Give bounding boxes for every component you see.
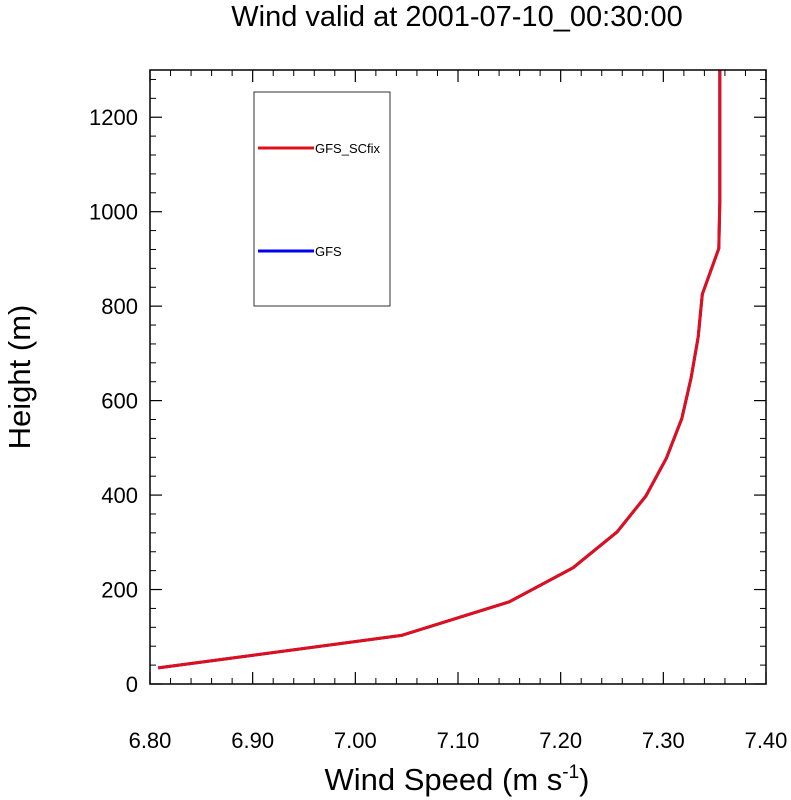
x-tick-label: 6.90 [231,728,274,753]
y-axis-label: Height (m) [2,305,37,450]
legend: GFS_SCfix GFS [253,91,391,307]
y-tick-label: 800 [101,294,138,319]
x-tick-label: 7.30 [642,728,685,753]
x-axis-label-superscript: -1 [562,762,579,783]
y-tick-label: 600 [101,389,138,414]
x-axis-label: Wind Speed (m s-1) [325,762,590,797]
x-tick-label: 6.80 [129,728,172,753]
legend-label: GFS_SCfix [315,141,381,156]
y-tick-labels: 0 200 400 600 800 1000 1200 [89,105,138,697]
y-tick-label: 200 [101,578,138,603]
legend-box [253,91,391,307]
x-tick-label: 7.00 [334,728,377,753]
chart-title: Wind valid at 2001-07-10_00:30:00 [231,1,682,33]
y-tick-label: 1000 [89,200,138,225]
y-tick-label: 400 [101,483,138,508]
x-axis-label-main: Wind Speed (m s [325,762,563,797]
series-line-gfs-scfix [158,70,722,670]
plot-frame [149,69,767,685]
y-tick-label: 0 [126,672,138,697]
legend-label: GFS [315,244,342,259]
axis-ticks [149,70,767,685]
x-axis-label-suffix: ) [579,762,589,797]
x-tick-label: 7.40 [745,728,788,753]
series-lines [158,70,722,670]
x-tick-label: 7.10 [437,728,480,753]
x-tick-label: 7.20 [539,728,582,753]
y-tick-label: 1200 [89,105,138,130]
x-tick-labels: 6.80 6.90 7.00 7.10 7.20 7.30 7.40 [129,728,788,753]
series-line-gfs [158,70,722,670]
